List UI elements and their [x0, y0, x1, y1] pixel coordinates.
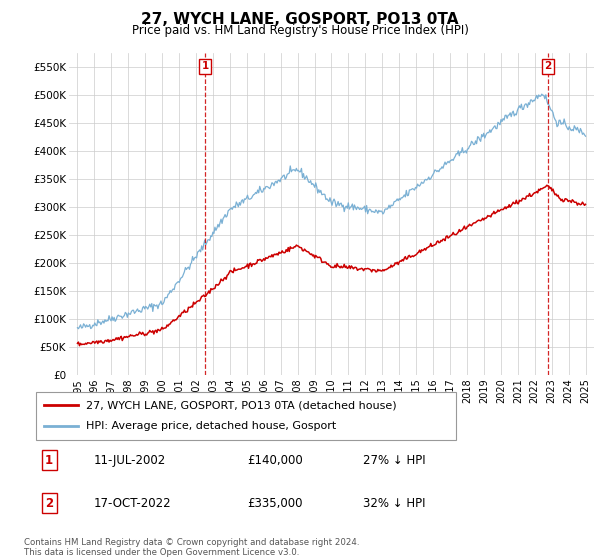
Text: £335,000: £335,000	[247, 497, 303, 510]
Text: Price paid vs. HM Land Registry's House Price Index (HPI): Price paid vs. HM Land Registry's House …	[131, 24, 469, 36]
Text: £140,000: £140,000	[247, 454, 303, 467]
Text: HPI: Average price, detached house, Gosport: HPI: Average price, detached house, Gosp…	[86, 421, 337, 431]
Text: 27, WYCH LANE, GOSPORT, PO13 0TA: 27, WYCH LANE, GOSPORT, PO13 0TA	[141, 12, 459, 27]
Text: 2: 2	[544, 61, 552, 71]
FancyBboxPatch shape	[36, 392, 456, 440]
Text: 2: 2	[45, 497, 53, 510]
Text: 11-JUL-2002: 11-JUL-2002	[94, 454, 166, 467]
Text: 1: 1	[202, 61, 209, 71]
Text: 32% ↓ HPI: 32% ↓ HPI	[364, 497, 426, 510]
Text: Contains HM Land Registry data © Crown copyright and database right 2024.
This d: Contains HM Land Registry data © Crown c…	[24, 538, 359, 557]
Text: 27% ↓ HPI: 27% ↓ HPI	[364, 454, 426, 467]
Text: 27, WYCH LANE, GOSPORT, PO13 0TA (detached house): 27, WYCH LANE, GOSPORT, PO13 0TA (detach…	[86, 400, 397, 410]
Text: 1: 1	[45, 454, 53, 467]
Text: 17-OCT-2022: 17-OCT-2022	[94, 497, 172, 510]
